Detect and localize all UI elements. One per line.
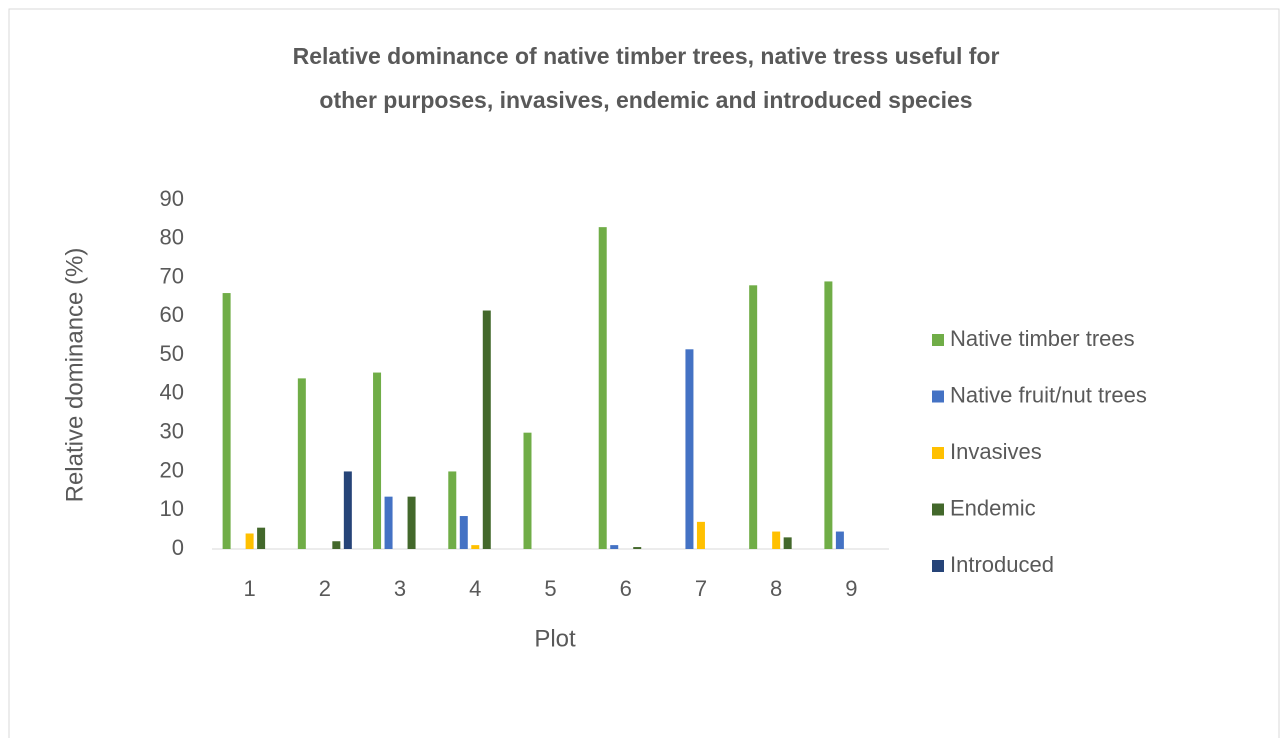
bar (332, 541, 341, 549)
bar (783, 537, 792, 549)
y-tick-label: 80 (160, 225, 184, 250)
bar (459, 516, 468, 549)
x-tick-label: 3 (394, 576, 406, 601)
chart-title: Relative dominance of native timber tree… (293, 43, 1000, 69)
bar (373, 372, 382, 549)
bar (749, 285, 758, 549)
legend-swatch (932, 334, 944, 346)
x-tick-label: 1 (243, 576, 255, 601)
bar (384, 496, 393, 549)
y-tick-label: 60 (160, 302, 184, 327)
y-tick-label: 10 (160, 496, 184, 521)
y-tick-label: 0 (172, 535, 184, 560)
bar (772, 531, 781, 549)
y-tick-label: 40 (160, 380, 184, 405)
chart-frame (8, 8, 1280, 743)
bar (222, 293, 231, 549)
bar (482, 310, 491, 549)
bar (824, 281, 833, 549)
x-tick-label: 4 (469, 576, 481, 601)
bar (835, 531, 844, 549)
bar (610, 545, 619, 549)
bar (598, 227, 607, 549)
x-axis-label: Plot (534, 625, 576, 652)
legend-label: Native timber trees (950, 326, 1135, 351)
legend-swatch (932, 560, 944, 572)
y-tick-label: 90 (160, 186, 184, 211)
bar (685, 349, 694, 549)
bar (448, 471, 457, 549)
bar (471, 545, 480, 549)
bar (407, 496, 416, 549)
x-tick-label: 7 (695, 576, 707, 601)
y-axis-label: Relative dominance (%) (61, 248, 88, 503)
bar (297, 378, 306, 549)
y-tick-label: 50 (160, 341, 184, 366)
bar (633, 547, 642, 549)
bar (343, 471, 352, 549)
legend-swatch (932, 447, 944, 459)
legend-label: Native fruit/nut trees (950, 382, 1147, 407)
bar (245, 533, 254, 549)
bar (696, 521, 705, 549)
legend-swatch (932, 503, 944, 516)
x-tick-label: 5 (544, 576, 556, 601)
x-tick-label: 2 (319, 576, 331, 601)
x-tick-label: 9 (845, 576, 857, 601)
legend-label: Endemic (950, 495, 1036, 520)
x-tick-label: 6 (620, 576, 632, 601)
y-tick-label: 70 (160, 263, 184, 288)
legend-label: Invasives (950, 439, 1042, 464)
bar (257, 527, 266, 549)
bar (523, 432, 532, 549)
legend-label: Introduced (950, 552, 1054, 577)
y-tick-label: 30 (160, 418, 184, 443)
chart-title: other purposes, invasives, endemic and i… (319, 87, 972, 113)
y-tick-label: 20 (160, 457, 184, 482)
x-tick-label: 8 (770, 576, 782, 601)
legend-swatch (932, 390, 944, 403)
